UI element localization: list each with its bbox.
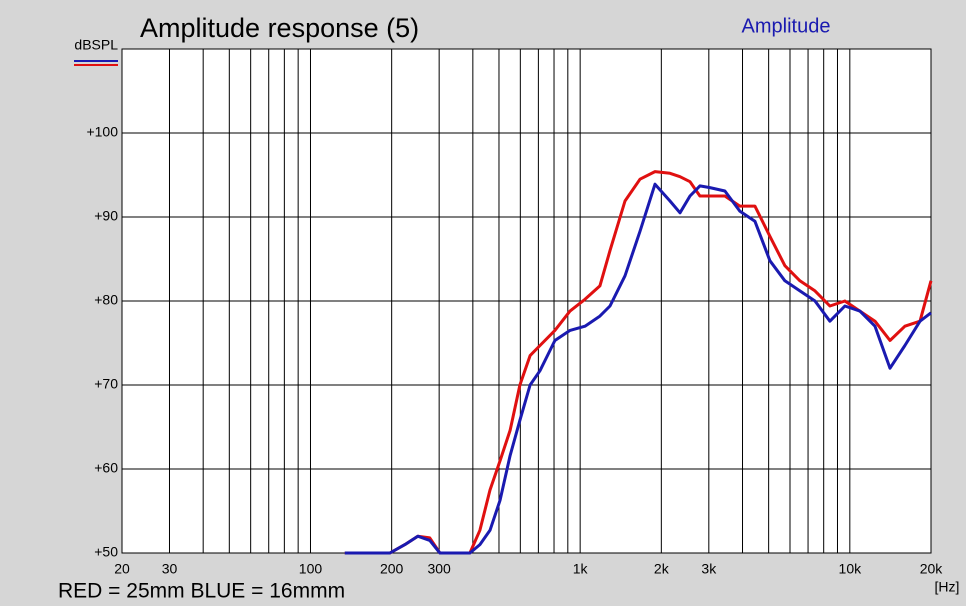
x-tick-label: 100 [299, 561, 323, 577]
x-tick-label: 1k [573, 561, 589, 577]
chart-title: Amplitude response (5) [140, 13, 419, 43]
legend-title: Amplitude [742, 15, 831, 37]
y-tick-label: +70 [94, 376, 118, 392]
x-tick-label: 30 [162, 561, 178, 577]
footer-note: RED = 25mm BLUE = 16mmm [58, 580, 345, 603]
x-tick-label: 200 [380, 561, 404, 577]
x-tick-label: 20 [114, 561, 130, 577]
x-tick-label: 3k [701, 561, 717, 577]
y-tick-label: +90 [94, 208, 118, 224]
data-line [344, 182, 932, 555]
y-tick-label: +80 [94, 292, 118, 308]
y-tick-label: +50 [94, 544, 118, 560]
x-tick-label: 2k [654, 561, 670, 577]
x-tick-label: 10k [839, 561, 863, 577]
data-line [344, 170, 933, 555]
x-tick-label: 300 [427, 561, 451, 577]
y-tick-label: +100 [86, 124, 118, 140]
x-tick-label: 20k [920, 561, 944, 577]
y-axis-label: dBSPL [74, 37, 118, 53]
x-axis-label: [Hz] [935, 579, 960, 595]
y-tick-label: +60 [94, 460, 118, 476]
